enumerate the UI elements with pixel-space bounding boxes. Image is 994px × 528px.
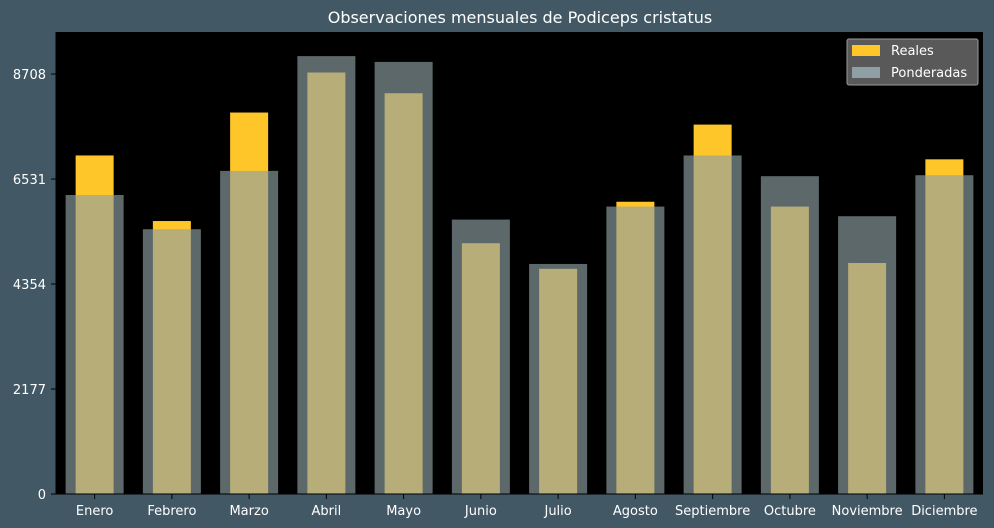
y-tick-label: 6531 [13, 173, 46, 188]
x-tick-label: Octubre [764, 504, 816, 519]
bar-ponderadas-abril [297, 56, 356, 495]
bar-ponderadas-julio [529, 263, 588, 494]
x-tick-label: Septiembre [675, 504, 750, 519]
y-tick-label: 2177 [13, 383, 46, 398]
bars-group [65, 56, 974, 495]
legend-swatch-ponderadas [852, 67, 880, 78]
x-tick-label: Noviembre [832, 504, 903, 519]
x-tick-label: Agosto [613, 504, 658, 519]
plot-area [56, 32, 983, 494]
bar-ponderadas-noviembre [838, 216, 897, 494]
x-tick-label: Marzo [229, 504, 268, 519]
legend-label-reales: Reales [891, 44, 934, 59]
bar-ponderadas-diciembre [915, 175, 974, 494]
y-tick-label: 4354 [13, 278, 46, 293]
chart-title: Observaciones mensuales de Podiceps cris… [328, 8, 713, 27]
x-tick-label: Diciembre [911, 504, 977, 519]
bar-ponderadas-agosto [606, 206, 665, 494]
bar-ponderadas-septiembre [683, 155, 742, 494]
bar-ponderadas-octubre [760, 176, 819, 494]
legend: Reales Ponderadas [846, 38, 979, 86]
x-tick-label: Junio [464, 504, 497, 519]
y-tick-label: 8708 [13, 68, 46, 83]
x-tick-label: Julio [543, 504, 571, 519]
bar-ponderadas-junio [451, 219, 510, 494]
x-tick-label: Enero [76, 504, 114, 519]
y-tick-label: 0 [38, 488, 46, 503]
x-tick-label: Mayo [386, 504, 421, 519]
legend-swatch-reales [852, 45, 880, 56]
x-axis: Enero Febrero Marzo Abril Mayo Junio Julio Agos… [56, 493, 983, 519]
bar-ponderadas-febrero [142, 229, 201, 494]
y-axis: 0 2177 4354 6531 8708 [13, 32, 57, 503]
x-tick-label: Abril [312, 504, 342, 519]
legend-label-ponderadas: Ponderadas [891, 66, 967, 81]
bar-ponderadas-marzo [220, 170, 279, 495]
x-tick-label: Febrero [147, 504, 196, 519]
bar-ponderadas-enero [65, 195, 124, 495]
bar-ponderadas-mayo [374, 61, 433, 495]
